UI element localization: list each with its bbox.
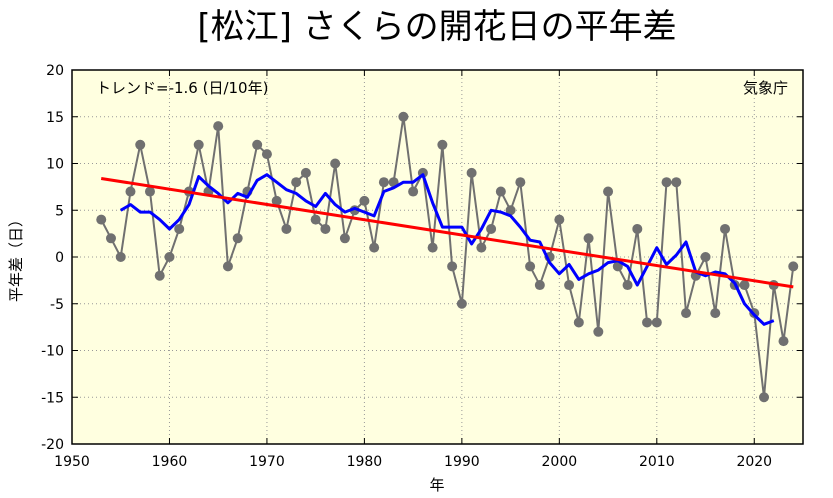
data-point: [96, 214, 107, 225]
data-point: [564, 280, 575, 291]
y-axis-label: 平年差（日）: [7, 212, 25, 302]
data-point: [339, 233, 350, 244]
data-point: [359, 195, 370, 206]
series-layer: [96, 111, 799, 403]
y-tick-label: -10: [41, 344, 64, 360]
data-point: [622, 280, 633, 291]
data-point: [651, 317, 662, 328]
data-point: [593, 326, 604, 337]
y-tick-label: -15: [41, 390, 64, 406]
data-point: [759, 392, 770, 403]
data-point: [320, 223, 331, 234]
trend-label: トレンド=-1.6 (日/10年): [96, 79, 268, 97]
x-tick-label: 1980: [347, 454, 383, 470]
data-point: [271, 195, 282, 206]
data-point: [174, 223, 185, 234]
data-point: [408, 186, 419, 197]
data-point: [671, 177, 682, 188]
data-point: [378, 177, 389, 188]
y-tick-label: -20: [41, 437, 64, 453]
data-point: [700, 252, 711, 262]
plot-frame: [71, 69, 804, 445]
x-tick-label: 2010: [639, 454, 675, 470]
data-point: [125, 186, 136, 197]
data-point: [232, 233, 243, 244]
data-point: [632, 223, 643, 234]
data-point: [534, 280, 545, 291]
x-tick-label: 2020: [736, 454, 772, 470]
data-point: [466, 167, 477, 178]
source-label: 気象庁: [743, 79, 788, 97]
data-point: [642, 317, 653, 328]
annual-series-line: [100, 115, 795, 399]
data-point: [681, 308, 692, 319]
data-point: [525, 261, 536, 272]
data-point: [778, 336, 789, 347]
y-tick-label: 10: [46, 157, 64, 173]
data-point: [164, 252, 175, 262]
data-point: [398, 111, 409, 122]
data-point: [213, 121, 224, 132]
data-point: [369, 242, 380, 253]
data-point: [456, 298, 467, 309]
data-point: [476, 242, 487, 253]
data-point: [573, 317, 584, 328]
data-point: [291, 177, 302, 188]
data-point: [135, 139, 146, 150]
x-tick-label: 1960: [152, 454, 188, 470]
data-point: [222, 261, 233, 272]
x-tick-label: 1950: [54, 454, 90, 470]
data-point: [330, 158, 341, 169]
data-point: [515, 177, 526, 188]
data-point: [495, 186, 506, 197]
data-point: [252, 139, 263, 150]
axis-ticks: 1950 1960 1970 1980 1990 2000 2010 2020-20-15-1…: [41, 63, 803, 470]
data-point: [788, 261, 799, 272]
data-point: [115, 252, 126, 262]
trend-line-line: [100, 177, 794, 289]
data-point: [661, 177, 672, 188]
y-tick-label: -5: [50, 297, 64, 313]
data-point: [105, 233, 116, 244]
y-tick-label: 0: [55, 250, 64, 266]
data-point: [554, 214, 565, 225]
data-point: [261, 149, 272, 160]
moving-average-series-line: [119, 173, 775, 326]
data-point: [710, 308, 721, 319]
y-tick-label: 15: [46, 110, 64, 126]
data-point: [447, 261, 458, 272]
data-point: [193, 139, 204, 150]
y-tick-label: 5: [55, 203, 64, 219]
data-point: [720, 223, 731, 234]
data-point: [583, 233, 594, 244]
data-point: [281, 223, 292, 234]
data-point: [437, 139, 448, 150]
plot-area: [72, 70, 803, 444]
x-tick-label: 2000: [542, 454, 578, 470]
chart-title: [松江] さくらの開花日の平年差: [197, 7, 676, 47]
data-point: [739, 280, 750, 291]
data-point: [603, 186, 614, 197]
y-tick-label: 20: [46, 63, 64, 79]
data-point: [486, 223, 497, 234]
x-tick-label: 1970: [249, 454, 285, 470]
data-point: [310, 214, 321, 225]
x-tick-label: 1990: [444, 454, 480, 470]
data-point: [427, 242, 438, 253]
data-point: [144, 186, 155, 197]
data-point: [505, 205, 516, 216]
data-point: [154, 270, 165, 281]
data-point: [300, 167, 311, 178]
x-axis-label: 年: [429, 476, 444, 494]
